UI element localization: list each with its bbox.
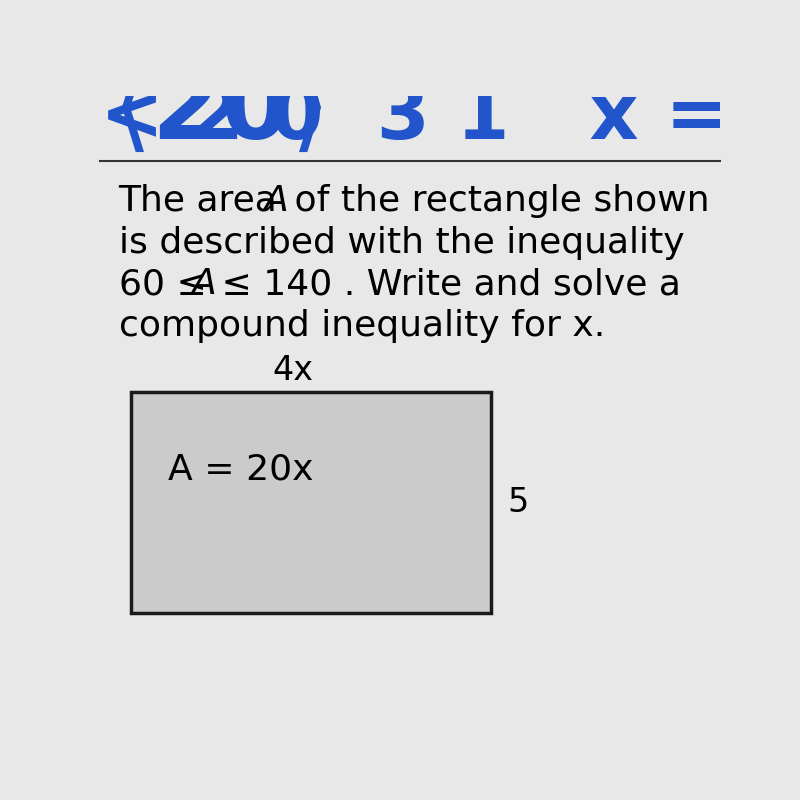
Text: < 2 0  3 1   x = 2 =: < 2 0 3 1 x = 2 = (100, 81, 800, 154)
Text: The area: The area (118, 184, 289, 218)
Text: ≤ 140 . Write and solve a: ≤ 140 . Write and solve a (210, 267, 682, 302)
Text: of the rectangle shown: of the rectangle shown (283, 184, 710, 218)
Text: A: A (264, 184, 289, 218)
Text: $\langle$20$\rangle$: $\langle$20$\rangle$ (112, 63, 322, 160)
Text: compound inequality for x.: compound inequality for x. (118, 310, 605, 343)
Text: 4x: 4x (272, 354, 314, 386)
Text: A: A (192, 267, 217, 302)
Text: 60 ≤: 60 ≤ (118, 267, 218, 302)
Text: is described with the inequality: is described with the inequality (118, 226, 684, 260)
Text: 5: 5 (508, 486, 529, 519)
FancyBboxPatch shape (131, 392, 490, 614)
Text: A = 20x: A = 20x (168, 452, 314, 486)
